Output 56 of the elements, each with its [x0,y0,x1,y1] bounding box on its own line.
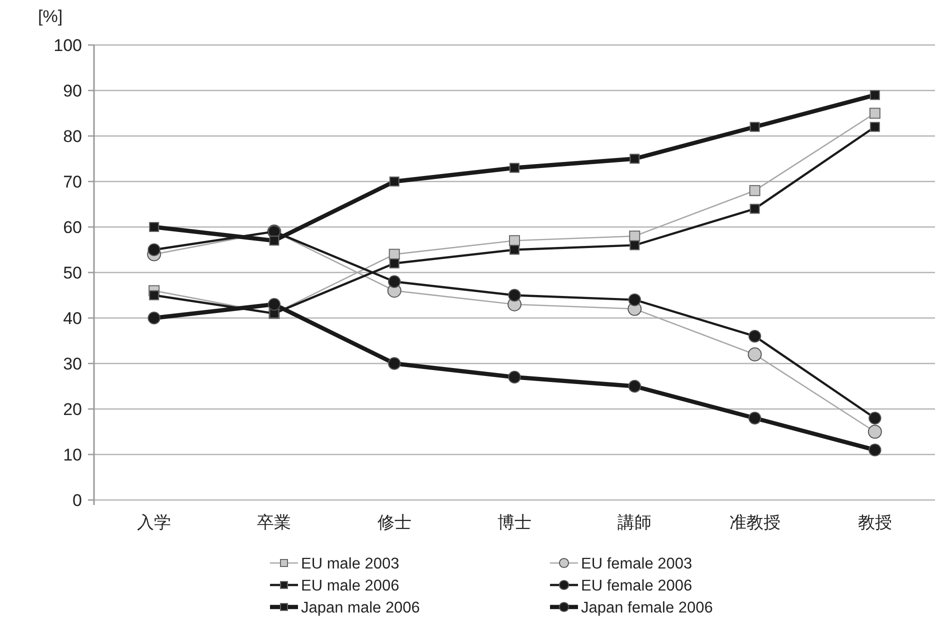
x-tick-label: 博士 [498,513,532,532]
point [870,122,880,132]
x-tick-label: 講師 [618,513,652,532]
point [748,412,762,424]
y-tick-label: 50 [63,264,82,282]
point [869,108,880,119]
y-tick-label: 90 [63,82,82,100]
point [628,380,641,393]
point [388,275,401,288]
x-tick-label: 卒業 [257,513,292,532]
x-tick-label: 准教授 [729,513,780,532]
y-tick-label: 10 [63,446,82,464]
point [870,90,880,100]
point [630,240,640,250]
point [750,122,760,132]
point [149,290,160,300]
point [868,412,882,424]
x-tick-label: 修士 [377,513,412,532]
y-tick-label: 0 [72,491,82,510]
point [510,244,520,255]
y-axis-title: [%] [38,7,63,26]
point [868,444,882,456]
point [269,236,280,246]
point [148,312,160,324]
point [509,235,520,246]
legend-label: EU male 2003 [301,556,400,572]
point [510,162,520,173]
legend-label: EU female 2006 [581,578,692,594]
x-tick-label: 教授 [858,513,892,532]
y-tick-label: 20 [63,400,82,419]
legend-label: EU male 2006 [301,578,400,594]
legend-label: Japan female 2006 [581,600,713,616]
point [148,243,160,256]
point [389,176,400,186]
y-tick-label: 70 [63,172,82,192]
legend-label: Japan male 2006 [301,600,420,616]
point [388,357,401,370]
point [748,330,762,343]
point [268,298,281,311]
point [630,154,640,164]
legend-label: EU female 2003 [581,556,692,572]
y-tick-label: 80 [63,127,82,146]
y-tick-label: 100 [54,36,82,55]
point [748,347,762,362]
point [508,370,521,384]
point [750,204,760,214]
x-tick-label: 入学 [137,513,172,532]
point [149,222,160,232]
point [749,185,760,196]
y-tick-label: 30 [63,354,82,374]
y-tick-label: 60 [63,218,82,237]
y-tick-label: 40 [63,309,82,328]
point [508,288,521,302]
point [628,293,641,306]
point [868,424,882,439]
point [389,258,400,268]
